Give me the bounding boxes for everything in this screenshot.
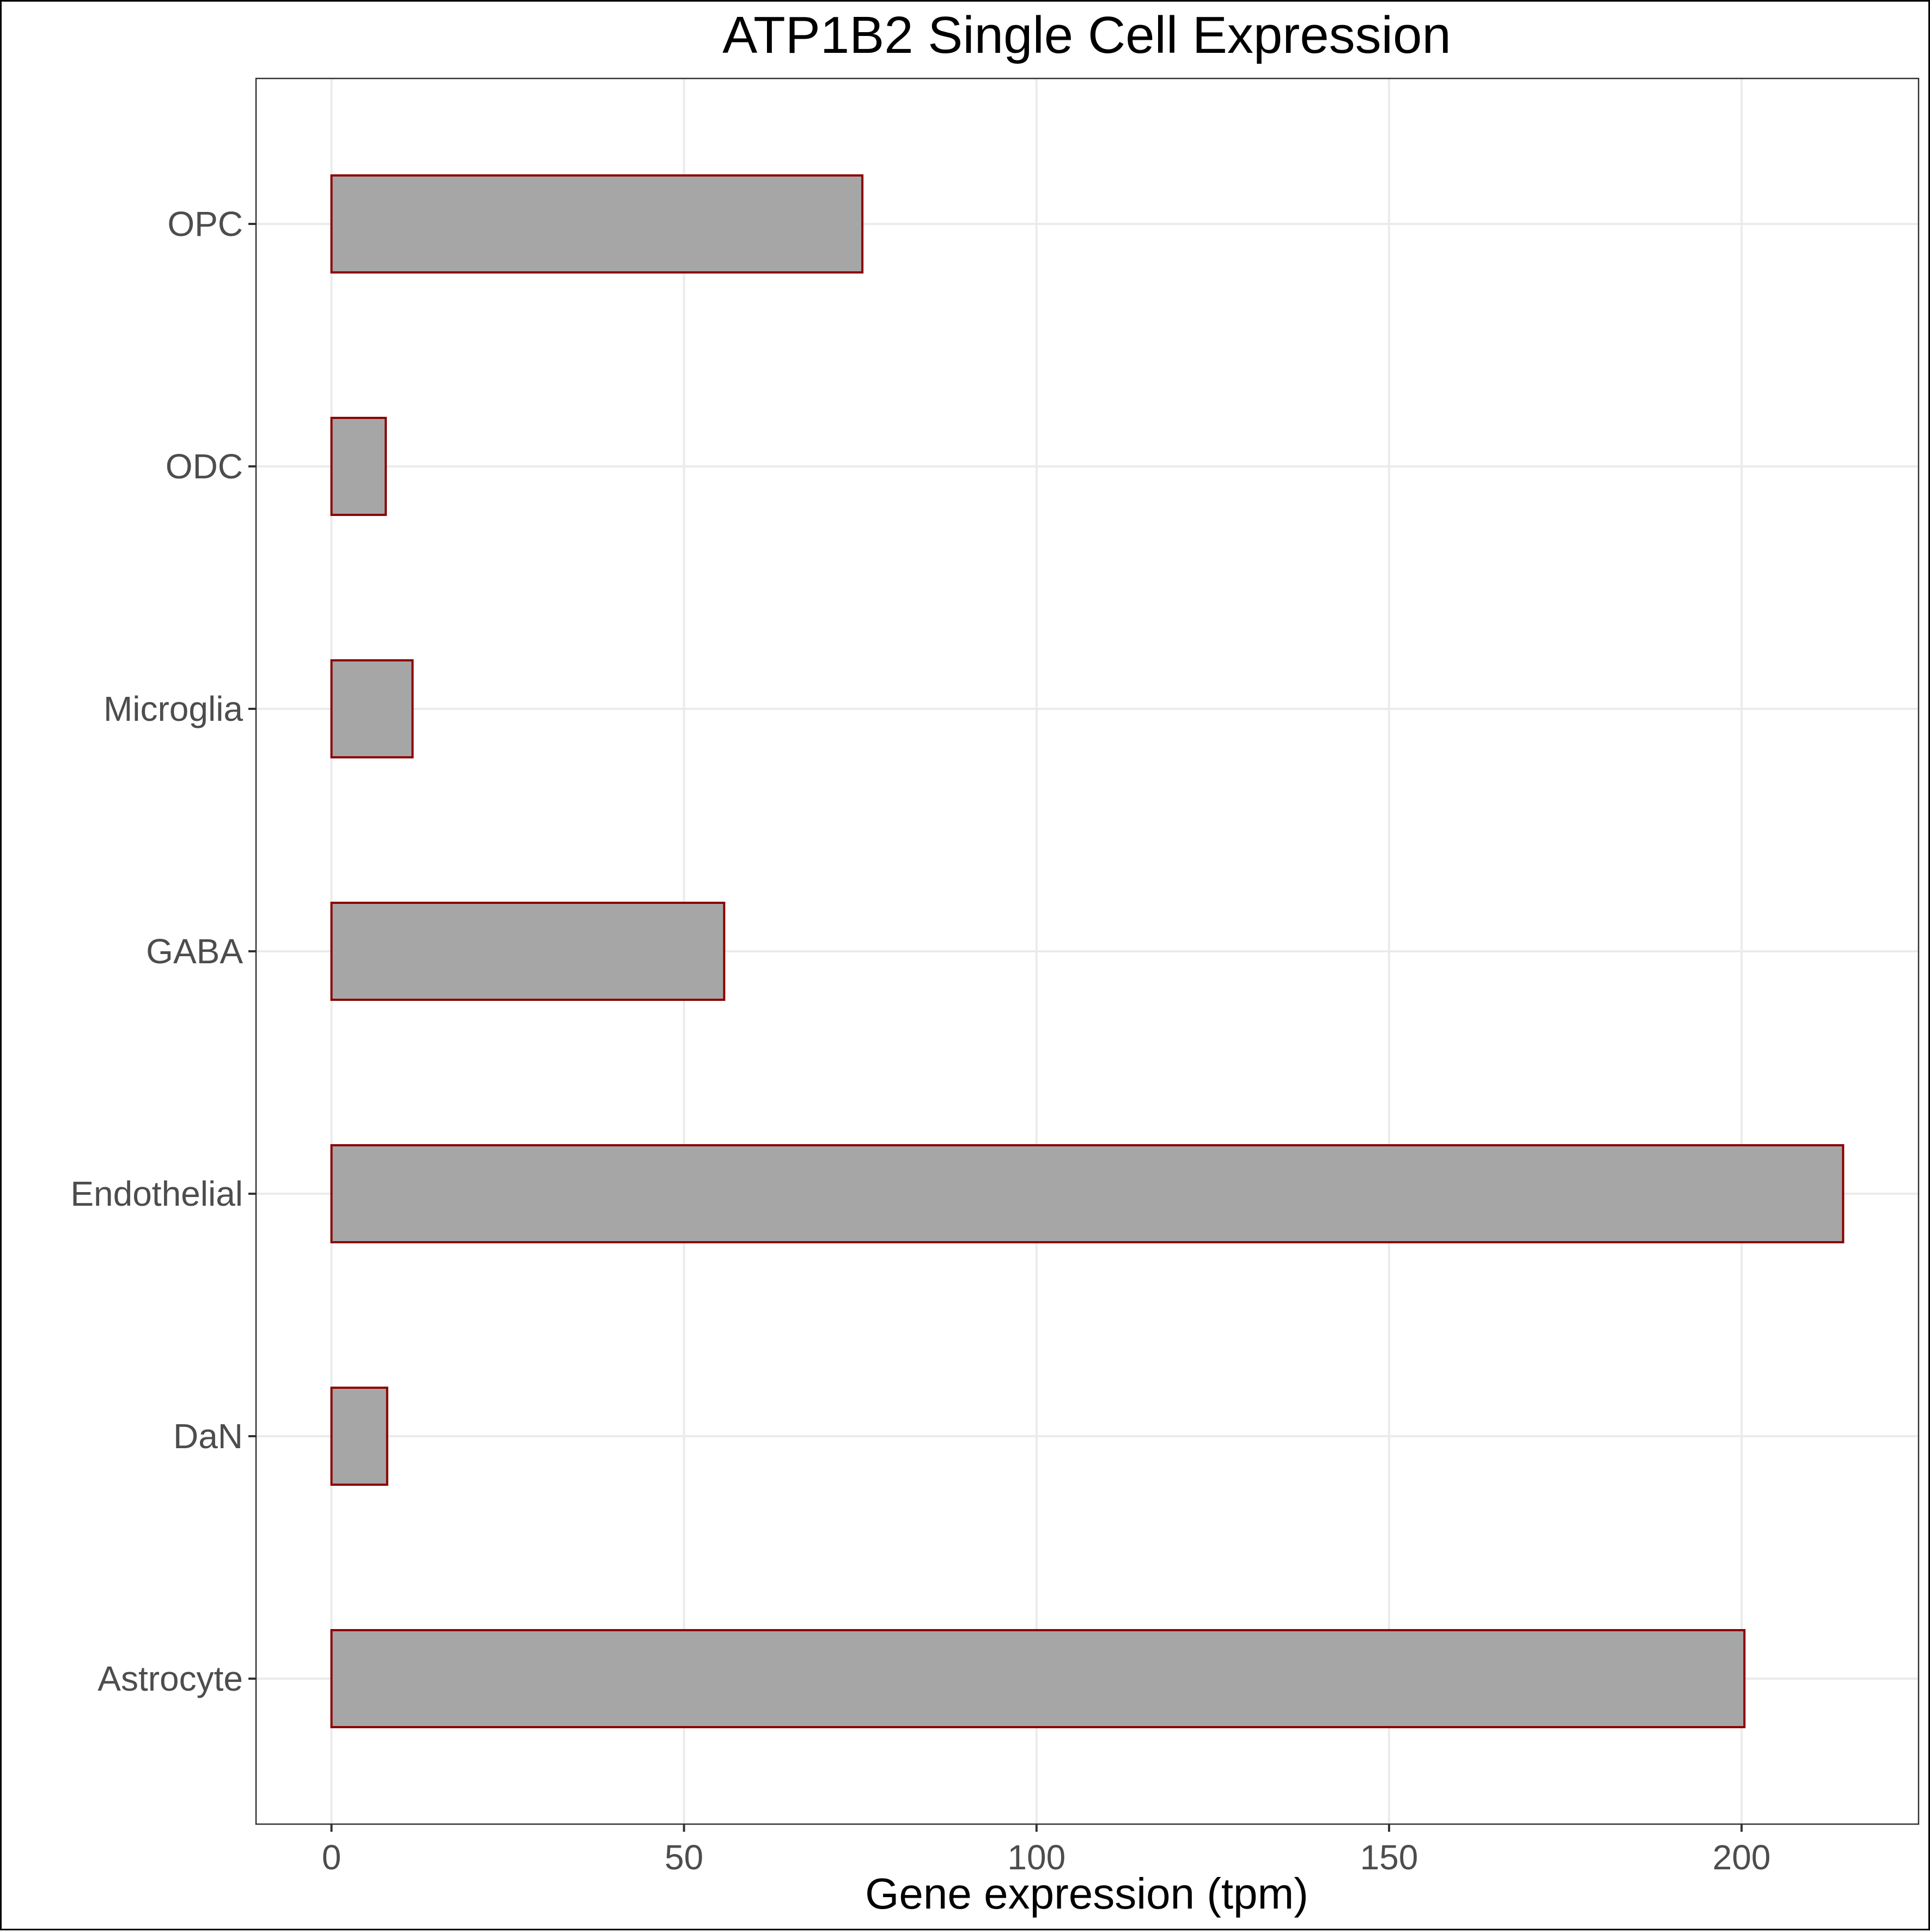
x-tick-label: 50: [665, 1838, 703, 1877]
x-tick-label: 0: [322, 1838, 342, 1877]
y-tick-label: ODC: [166, 447, 243, 486]
x-tick-label: 150: [1360, 1838, 1418, 1877]
y-tick-label: Endothelial: [70, 1174, 243, 1213]
bar-dan: [330, 1387, 388, 1486]
y-tick-label: Astrocyte: [98, 1659, 243, 1698]
y-tick-label: OPC: [167, 204, 243, 244]
y-tick-label: GABA: [146, 932, 243, 971]
bar-astrocyte: [330, 1629, 1746, 1728]
bars: [330, 174, 1844, 1728]
axes: OPC ODC Microglia GABA Endothelial DaN Astrocy…: [70, 204, 1770, 1877]
bar-microglia: [330, 659, 414, 758]
x-axis-title: Gene expression (tpm): [865, 1869, 1308, 1918]
bar-gaba: [330, 902, 726, 1001]
x-tick-label: 100: [1007, 1838, 1066, 1877]
bar-opc: [330, 174, 864, 274]
y-tick-label: Microglia: [103, 689, 243, 728]
chart-title: ATP1B2 Single Cell Expression: [722, 6, 1451, 64]
y-tick-label: DaN: [173, 1417, 243, 1456]
x-tick-label: 200: [1713, 1838, 1771, 1877]
bar-endothelial: [330, 1144, 1844, 1243]
bar-odc: [330, 417, 387, 516]
